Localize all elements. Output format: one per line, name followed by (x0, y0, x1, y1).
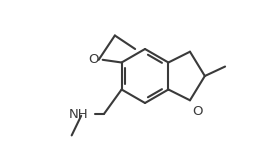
Text: O: O (192, 105, 202, 118)
Text: NH: NH (69, 108, 88, 121)
Text: O: O (88, 53, 99, 66)
